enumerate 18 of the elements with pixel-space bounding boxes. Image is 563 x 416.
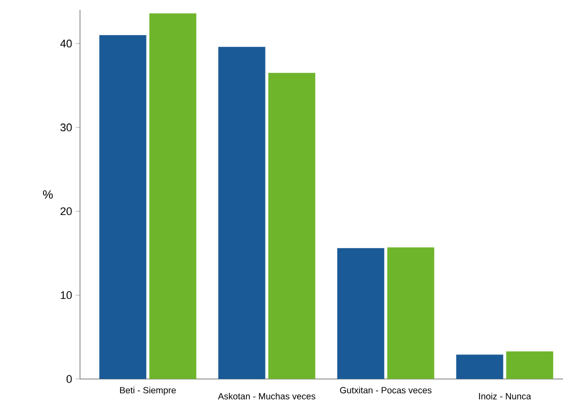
bar bbox=[268, 72, 316, 379]
bar bbox=[218, 46, 266, 379]
x-tick-label: Askotan - Muchas veces bbox=[218, 392, 316, 400]
bar bbox=[337, 248, 384, 379]
bar bbox=[506, 351, 554, 379]
bar bbox=[387, 247, 434, 379]
bar bbox=[149, 13, 196, 379]
y-tick-label: 10 bbox=[60, 291, 72, 300]
y-tick-label: 40 bbox=[60, 40, 72, 48]
x-tick-label: Beti - Siempre bbox=[120, 386, 176, 396]
y-axis-title: % bbox=[42, 190, 53, 199]
x-tick-label: Inoiz - Nunca bbox=[479, 392, 532, 400]
x-tick-label: Gutxitan - Pocas veces bbox=[340, 386, 432, 394]
y-tick-label: 20 bbox=[60, 207, 72, 216]
bar bbox=[456, 354, 504, 379]
y-tick-label: 0 bbox=[66, 375, 72, 383]
bar bbox=[99, 35, 146, 379]
y-tick-label: 30 bbox=[60, 124, 72, 132]
